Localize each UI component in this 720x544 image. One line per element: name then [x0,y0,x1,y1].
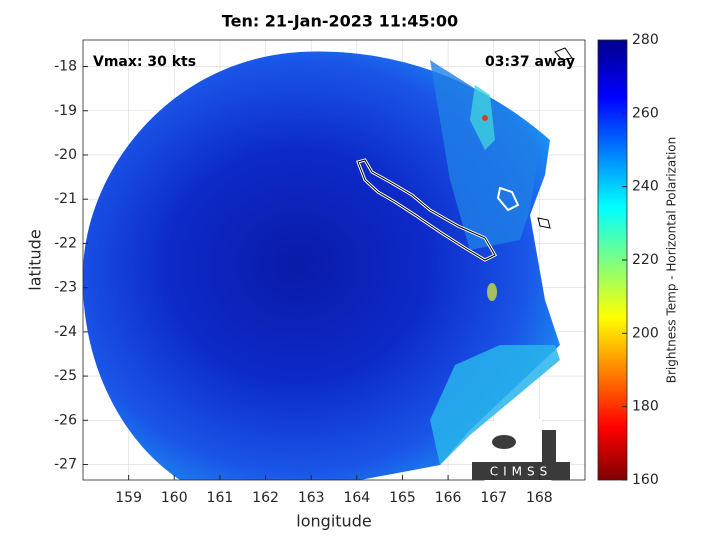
x-tick-label: 167 [480,490,507,506]
colorbar-label: Brightness Temp - Horizontal Polarizatio… [665,137,679,384]
x-tick-label: 163 [298,490,325,506]
warm-spot [487,283,497,301]
colorbar-tick-label: 280 [632,32,659,48]
y-tick-label: -24 [54,324,77,340]
logo-band [472,462,570,480]
x-axis-label: longitude [296,512,371,531]
y-tick-label: -22 [54,235,77,251]
time-away-label: 03:37 away [485,54,575,70]
brightness-field [83,51,560,480]
swath [83,47,573,480]
y-axis-label: latitude [26,229,45,290]
colorbar-tick-label: 260 [632,105,659,121]
island [496,186,520,212]
coastline [357,159,496,261]
y-tick-label: -21 [54,191,77,207]
x-tick-label: 168 [526,490,553,506]
x-tick-label: 161 [207,490,234,506]
x-tick-label: 162 [252,490,279,506]
colorbar-tick-label: 160 [632,472,659,488]
x-tick-label: 166 [435,490,462,506]
x-tick-label: 165 [389,490,416,506]
colorbar-tick-label: 200 [632,325,659,341]
colorbar-tick-label: 220 [632,252,659,268]
plot-frame [82,39,586,481]
y-tick-label: -20 [54,147,77,163]
logo-dish [492,435,516,449]
x-tick-label: 159 [115,490,142,506]
colorbar-tick-label: 240 [632,179,659,195]
colorbar-tick-label: 180 [632,399,659,415]
island [554,47,573,61]
vmax-label: Vmax: 30 kts [93,54,196,70]
y-tick-label: -27 [54,457,77,473]
warm-band [430,60,540,250]
island [537,217,551,229]
y-tick-label: -25 [54,368,77,384]
y-tick-label: -19 [54,103,77,119]
y-tick-label: -26 [54,412,77,428]
y-tick-label: -23 [54,280,77,296]
x-tick-label: 160 [161,490,188,506]
logo-tower [542,430,556,462]
title: Ten: 21-Jan-2023 11:45:00 [222,12,458,31]
warm-patch [430,345,560,465]
logo-text: CIMSS [490,465,553,479]
hot-spot [482,115,488,121]
y-tick-label: -18 [54,59,77,75]
x-tick-label: 164 [343,490,370,506]
